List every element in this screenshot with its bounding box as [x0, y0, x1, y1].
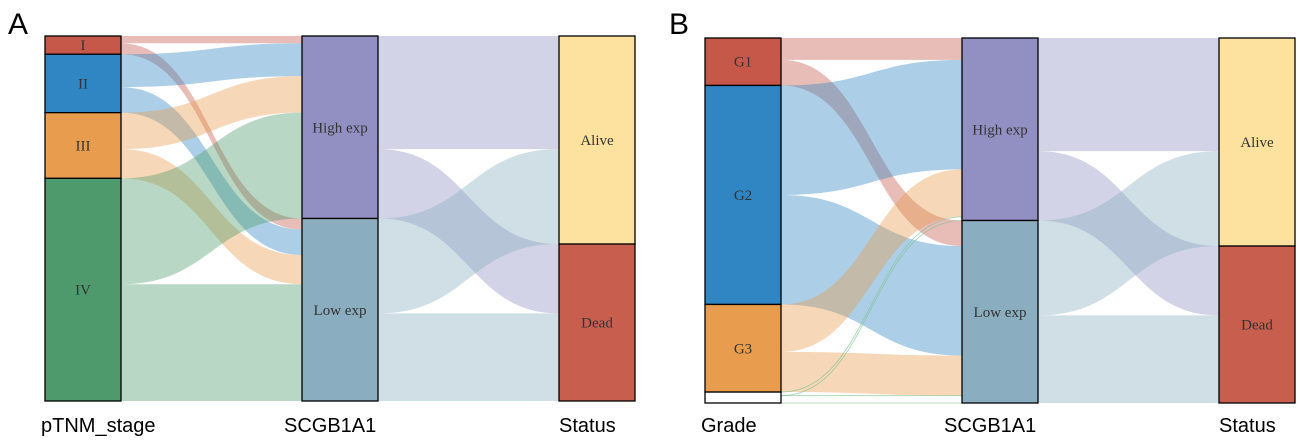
- link-na-to-low: [780, 395, 963, 404]
- node-label-alive: Alive: [580, 133, 614, 149]
- link-iii-to-high: [121, 76, 302, 150]
- link-g3-to-low: [781, 351, 962, 396]
- link-high-to-dead: [378, 149, 559, 314]
- link-low-to-alive: [1038, 151, 1219, 316]
- node-label-dead: Dead: [1241, 318, 1273, 334]
- link-g1-to-high: [781, 38, 962, 60]
- link-high-to-dead: [1038, 151, 1219, 316]
- node-high: [961, 37, 1039, 222]
- node-label-low: Low exp: [974, 305, 1027, 321]
- node-label-dead: Dead: [581, 316, 613, 332]
- column-label-status: Status: [1219, 415, 1276, 437]
- panel-b: G1 G2 G3 High exp Low exp Alive Dead Grade SCGB1…: [669, 8, 1296, 437]
- node-low: [961, 219, 1039, 404]
- node-label-i: I: [81, 38, 86, 54]
- column-label-status: Status: [559, 415, 616, 437]
- link-high-to-alive: [1038, 38, 1219, 152]
- link-layer: [780, 38, 1219, 404]
- node-low: [301, 217, 379, 402]
- node-g3: [704, 303, 782, 393]
- node-g2: [704, 84, 782, 306]
- node-label-iii: III: [76, 139, 91, 155]
- link-g3-to-high: [781, 169, 962, 352]
- link-i-to-low: [121, 43, 302, 230]
- column-label-scgb1a1: SCGB1A1: [284, 415, 376, 437]
- node-alive: [1218, 37, 1296, 247]
- column-label-ptnm-stage: pTNM_stage: [41, 415, 156, 437]
- column-label-grade: Grade: [701, 415, 757, 437]
- link-low-to-dead: [378, 313, 559, 401]
- link-ii-to-low: [121, 87, 302, 255]
- node-label-high: High exp: [312, 120, 367, 136]
- link-high-to-alive: [378, 36, 559, 150]
- panel-letter-b: B: [669, 8, 689, 41]
- node-high: [301, 35, 379, 220]
- panel-letter-a: A: [8, 8, 28, 41]
- link-i-to-high: [121, 36, 302, 44]
- link-low-to-alive: [378, 149, 559, 314]
- link-low-to-dead: [1038, 315, 1219, 403]
- node-dead: [558, 243, 636, 402]
- node-label-g3: G3: [734, 341, 752, 357]
- node-label-high: High exp: [972, 122, 1027, 138]
- node-label-ii: II: [78, 76, 88, 92]
- node-dead: [1218, 245, 1296, 404]
- node-layer: G1 G2 G3 High exp Low exp Alive Dead: [704, 37, 1296, 404]
- column-label-scgb1a1: SCGB1A1: [944, 415, 1036, 437]
- node-label-alive: Alive: [1240, 135, 1274, 151]
- link-iv-to-low: [121, 284, 302, 401]
- link-g1-to-low: [781, 59, 962, 247]
- link-g2-to-low: [781, 194, 962, 356]
- node-alive: [558, 35, 636, 245]
- link-iv-to-high: [121, 112, 302, 285]
- link-layer: [121, 36, 559, 401]
- node-label-iv: IV: [75, 283, 91, 299]
- link-iii-to-low: [121, 149, 302, 285]
- node-label-low: Low exp: [314, 303, 367, 319]
- link-ii-to-high: [121, 43, 302, 88]
- node-label-g1: G1: [734, 55, 752, 71]
- node-na: [704, 391, 782, 404]
- node-iv: [44, 177, 122, 402]
- node-label-g2: G2: [734, 188, 752, 204]
- link-g2-to-high: [781, 59, 962, 195]
